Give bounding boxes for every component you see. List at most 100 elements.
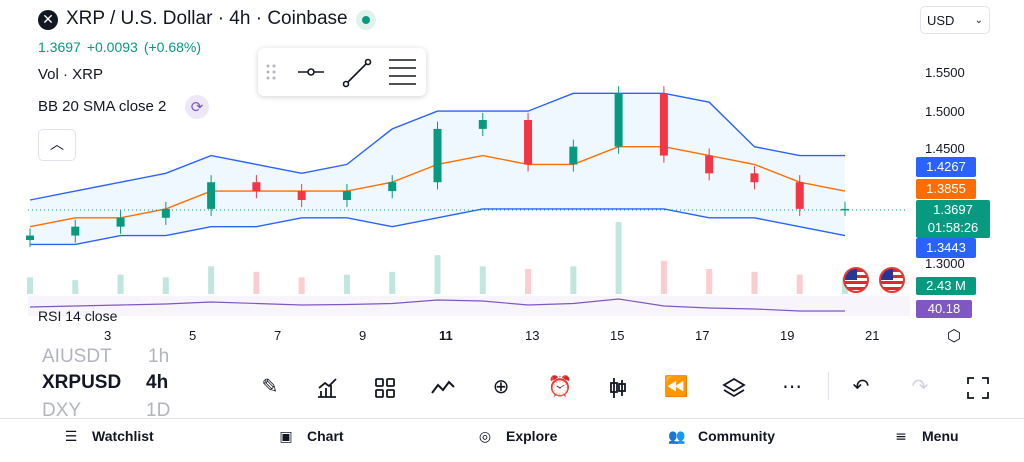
people-icon: 👥 [668,429,686,445]
drawing-tool-icon[interactable]: ✎ [261,374,279,398]
nav-explore[interactable]: ◎ Explore [476,428,557,445]
x-tick: 15 [610,328,625,343]
volume-bar [389,271,396,294]
candle-body [26,235,34,240]
candle-type-icon[interactable] [602,370,634,402]
rsi-pane [28,296,910,316]
volume-bar [434,255,441,294]
layers-icon[interactable] [718,370,750,402]
candle-body [252,182,261,192]
volume-bar [479,266,486,294]
volume-bar [796,274,803,294]
list-icon: ☰ [64,429,78,445]
volume-bar [208,266,215,294]
nav-watchlist-label: Watchlist [92,428,154,444]
price-chart[interactable] [0,40,910,318]
candle-body [433,128,442,183]
drawing-toolbar-icons [266,58,416,88]
bar-countdown: 01:58:26 [927,220,979,235]
x-tick: 7 [274,328,282,343]
volume-bar [751,271,758,294]
volume-bar [343,274,350,294]
candle-body [207,182,216,209]
candle-glyph [610,377,626,398]
chevron-down-icon: ⌄ [974,15,983,26]
nav-chart[interactable]: ▣ Chart [277,428,344,445]
x-close-icon[interactable]: ✕ [38,10,58,30]
candle-body [569,146,578,165]
rsi-line [29,298,845,312]
last-price-tag-value: 1.3697 [933,202,973,217]
grid-glyph [375,377,395,398]
y-tick: 1.3000 [925,256,965,271]
bb-upper-line [29,92,845,201]
price-change: +0.0093 [86,39,138,55]
nav-watchlist[interactable]: ☰ Watchlist [62,428,154,445]
indicators-icon[interactable] [311,370,343,402]
x-tick: 11 [439,328,453,343]
rsi-tag: 40.18 [916,300,972,318]
chart-settings-icon[interactable]: ⬡ [947,326,961,345]
bb-indicator-label[interactable]: BB 20 SMA close 2 [38,98,167,115]
x-tick: 17 [695,328,710,343]
candle-body [71,226,80,236]
currency-value: USD [927,13,955,28]
watchlist-prev-timeframe[interactable]: 1h [148,346,170,367]
volume-indicator-label[interactable]: Vol · XRP [38,66,104,83]
alert-clock-icon[interactable]: ⏰ [547,374,573,398]
fib-retracement-icon [389,59,416,85]
more-icon[interactable]: ⋯ [782,374,802,398]
menu-icon: ≡ [895,429,907,445]
drawing-toolbar [258,48,426,96]
y-tick: 1.5500 [925,65,965,80]
undo-icon[interactable]: ↶ [852,374,870,398]
patterns-glyph [431,379,455,394]
add-icon[interactable]: ⊕ [492,374,510,398]
last-price: 1.3697 [38,39,81,55]
price-change-pct: (+0.68%) [143,39,202,55]
candle-body [524,120,533,165]
trend-line-icon [342,58,372,88]
watchlist-current-symbol[interactable]: XRPUSD [42,372,122,393]
us-flag-icon[interactable] [843,267,869,293]
candle-body [388,182,397,192]
x-tick: 9 [359,328,367,343]
volume-bar [706,269,713,294]
patterns-icon[interactable] [427,370,459,402]
toolbar-divider [828,372,829,400]
compass-icon: ◎ [478,429,492,445]
x-tick: 19 [780,328,795,343]
nav-community-label: Community [698,428,775,444]
watchlist-current-timeframe[interactable]: 4h [146,372,169,393]
nav-explore-label: Explore [506,428,558,444]
watchlist-prev-symbol[interactable]: AIUSDT [42,346,112,367]
layout-grid-icon[interactable] [369,370,401,402]
watchlist-next-symbol[interactable]: DXY [42,400,82,421]
last-price-tag: 1.3697 01:58:26 [916,200,990,238]
volume-bar [570,266,577,294]
us-flag-icon[interactable] [879,267,905,293]
x-tick: 3 [104,328,112,343]
x-tick: 13 [525,328,540,343]
currency-select[interactable]: USD ⌄ [920,6,990,34]
nav-menu[interactable]: ≡ Menu [892,428,958,445]
drag-handle-icon [266,64,276,80]
candle-body [116,217,125,227]
symbol-title[interactable]: XRP / U.S. Dollar · 4h · Coinbase [66,8,348,29]
layers-glyph [722,377,746,397]
refresh-icon[interactable]: ⟳ [185,95,209,119]
rsi-indicator-label[interactable]: RSI 14 close [38,308,118,324]
watchlist-next-timeframe[interactable]: 1D [146,400,171,421]
bb-basis-tag: 1.3855 [916,179,976,199]
volume-bar [525,269,532,294]
nav-community[interactable]: 👥 Community [668,428,775,445]
fullscreen-icon[interactable] [962,370,994,402]
nav-chart-label: Chart [307,428,344,444]
redo-icon[interactable]: ↷ [911,374,929,398]
candles [26,86,849,248]
bottom-navigation [0,418,1024,462]
horizontal-ray-icon [298,68,324,76]
volume-bar [72,280,79,294]
replay-icon[interactable]: ⏪ [663,374,689,398]
collapse-indicators-button[interactable]: ︿ [38,129,76,161]
